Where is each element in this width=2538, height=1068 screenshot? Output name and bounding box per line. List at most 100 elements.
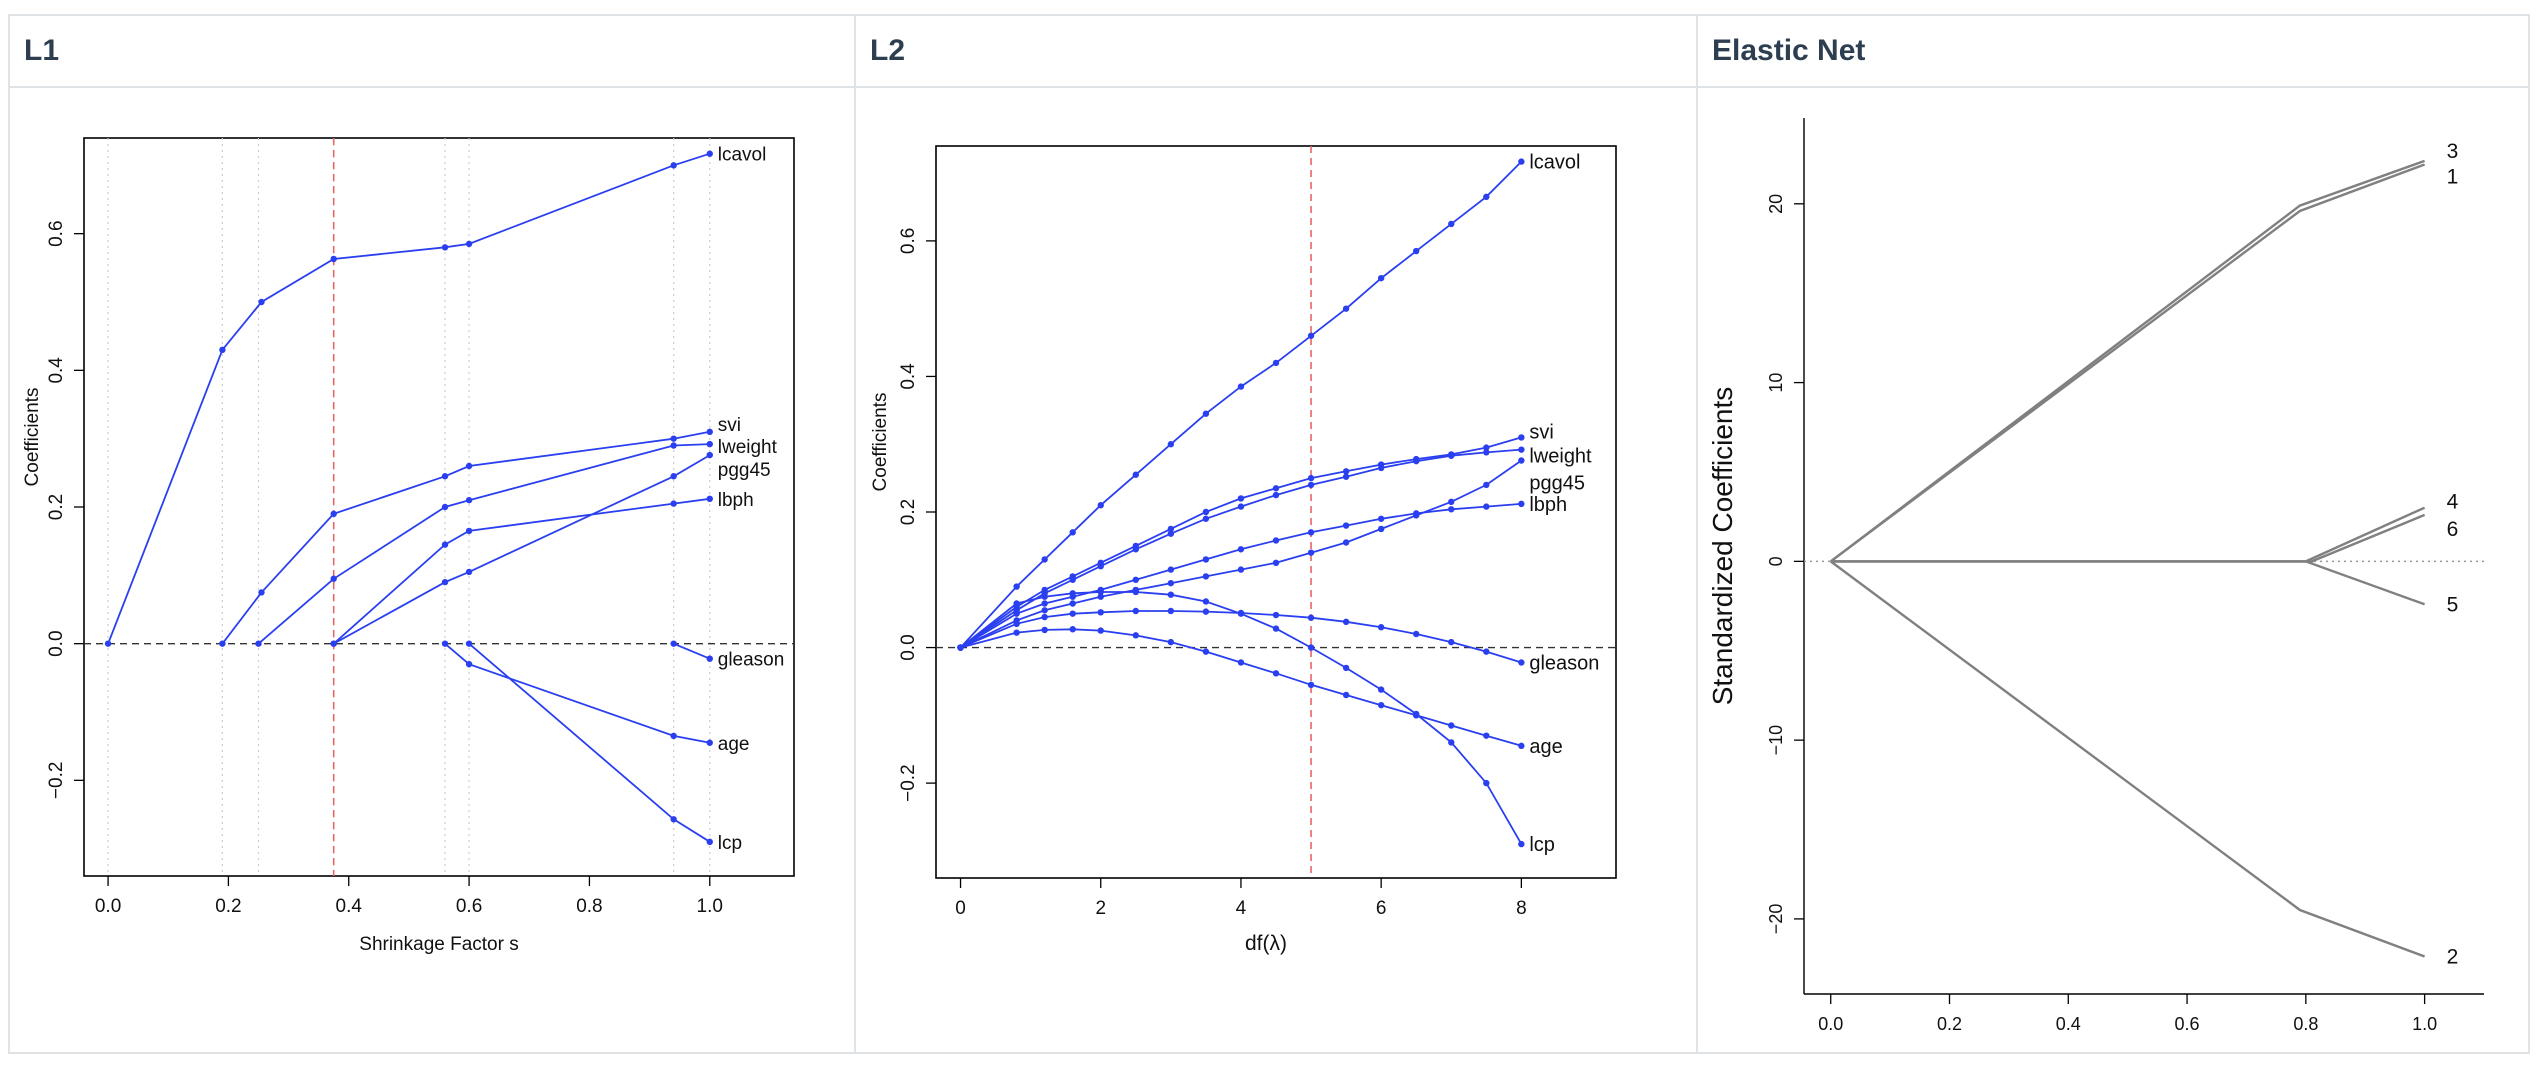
data-point-lweight — [1413, 457, 1420, 465]
x-tick-label: 0.6 — [456, 896, 482, 917]
y-tick-label: 0.4 — [46, 357, 67, 384]
data-point-lbph — [1202, 556, 1210, 563]
data-point-lbph — [1448, 506, 1455, 513]
panel-title-elastic-net: Elastic Net — [1712, 34, 1866, 67]
data-point-age — [1342, 691, 1350, 699]
data-point-lcp — [1377, 686, 1385, 693]
data-point-lcp — [1069, 590, 1076, 597]
data-point-lcp — [706, 838, 713, 846]
data-point-age — [1237, 659, 1245, 666]
y-tick-label: 0.6 — [46, 220, 67, 246]
data-point-lweight — [1132, 546, 1139, 553]
data-point-lweight — [1167, 530, 1175, 537]
data-point-svi — [670, 435, 677, 442]
y-axis-label: Standardized Coefficients — [1707, 387, 1738, 706]
series-line-1 — [1829, 163, 2426, 563]
data-point-pgg45 — [1518, 457, 1525, 464]
x-tick-label: 0.2 — [215, 896, 241, 917]
data-point-lbph — [1167, 566, 1175, 573]
data-point-pgg45 — [1237, 566, 1245, 573]
data-point-lcp — [465, 640, 473, 647]
series-line-2 — [1829, 560, 2426, 958]
data-point-lcavol — [1448, 220, 1455, 228]
data-point-lbph — [1013, 610, 1020, 617]
data-point-lcavol — [1202, 410, 1210, 417]
series-line-4 — [1830, 506, 2426, 563]
data-point-gleason — [1202, 608, 1210, 615]
data-point-lcavol — [1413, 247, 1420, 255]
data-point-pgg45 — [1202, 573, 1210, 580]
x-tick-label: 0.4 — [2056, 1014, 2081, 1034]
data-point-age — [1041, 626, 1048, 634]
data-point-lweight — [1307, 481, 1315, 489]
data-point-age — [1377, 701, 1385, 709]
data-point-age — [1013, 629, 1020, 636]
data-point-lbph — [1041, 600, 1048, 607]
panel-elastic-net: Elastic Net 0.0 0.2 0.4 0.6 0.8 1.0 −20 −10 0 10 2… — [1698, 16, 2528, 1052]
data-point-lbph — [670, 500, 677, 507]
data-point-age — [1448, 722, 1455, 729]
panel-header: L1 — [10, 16, 854, 88]
l2-coefficient-path-chart: 0 2 4 6 8 −0.2 0.0 0.2 0.4 0.6 df(λ) Coefficients lc… — [870, 145, 1617, 955]
y-tick-label: 0.6 — [898, 228, 919, 254]
data-point-lcavol — [1377, 274, 1385, 282]
data-point-age — [1307, 681, 1315, 689]
data-point-age — [1167, 638, 1175, 646]
data-point-pgg45 — [1097, 593, 1104, 600]
series-label-2: 2 — [2447, 945, 2459, 968]
data-point-gleason — [1518, 659, 1525, 666]
series-label-lcavol: lcavol — [718, 145, 767, 166]
data-point-gleason — [1132, 607, 1139, 615]
data-point-lcp — [1272, 625, 1280, 632]
series-label-lcavol: lcavol — [1529, 152, 1580, 174]
series-label-lbph: lbph — [1529, 494, 1567, 516]
panel-header: Elastic Net — [1698, 16, 2528, 88]
series-label-6: 6 — [2447, 518, 2459, 541]
series-line-lcavol — [107, 152, 711, 645]
data-point-svi — [219, 640, 226, 647]
series-label-3: 3 — [2447, 140, 2459, 163]
data-point-pgg45 — [1272, 559, 1280, 567]
data-point-lbph — [1307, 529, 1315, 536]
data-point-lcavol — [670, 162, 677, 169]
data-point-lcavol — [1272, 359, 1280, 367]
data-point-svi — [1237, 495, 1245, 502]
series-line-lweight — [257, 443, 710, 645]
data-point-lcp — [957, 644, 964, 651]
series-line-age — [444, 643, 710, 744]
data-point-lweight — [441, 503, 449, 511]
data-point-lcp — [1483, 779, 1490, 787]
data-point-lweight — [706, 440, 713, 448]
data-point-gleason — [670, 640, 677, 647]
series-label-age: age — [718, 734, 750, 755]
data-point-lweight — [1097, 563, 1104, 570]
y-tick-label: −20 — [1766, 904, 1786, 935]
data-point-lcp — [1342, 664, 1350, 672]
panel-grid: L1 0.0 0.2 0.4 0.6 0.8 1.0 −0.2 0.0 0.2 0.4 0.6 Shr… — [8, 14, 2530, 1054]
data-point-svi — [1483, 444, 1490, 451]
data-point-lcavol — [1041, 556, 1048, 563]
series-label-svi: svi — [1529, 421, 1553, 443]
data-point-gleason — [1041, 613, 1048, 621]
data-point-gleason — [1377, 624, 1385, 631]
data-point-lcavol — [104, 640, 112, 647]
x-axis-label: Shrinkage Factor s — [359, 934, 518, 955]
data-point-lweight — [1237, 503, 1245, 510]
data-point-pgg45 — [1377, 525, 1385, 533]
data-point-pgg45 — [1483, 481, 1490, 489]
data-point-lcavol — [1013, 583, 1020, 590]
data-point-pgg45 — [1342, 539, 1350, 546]
x-tick-label: 0.6 — [2175, 1014, 2200, 1034]
data-point-lcavol — [1483, 193, 1490, 201]
data-point-lcavol — [1069, 529, 1076, 536]
data-point-lweight — [465, 496, 473, 504]
data-point-lcavol — [1237, 383, 1245, 390]
x-tick-label: 0 — [955, 898, 966, 919]
series-label-lcp: lcp — [1529, 834, 1555, 856]
data-point-gleason — [1413, 630, 1420, 638]
data-point-lweight — [1069, 576, 1076, 583]
x-tick-label: 2 — [1095, 898, 1106, 919]
data-point-lcavol — [1167, 441, 1175, 448]
data-point-lcavol — [465, 240, 473, 248]
data-point-lweight — [1202, 515, 1210, 522]
